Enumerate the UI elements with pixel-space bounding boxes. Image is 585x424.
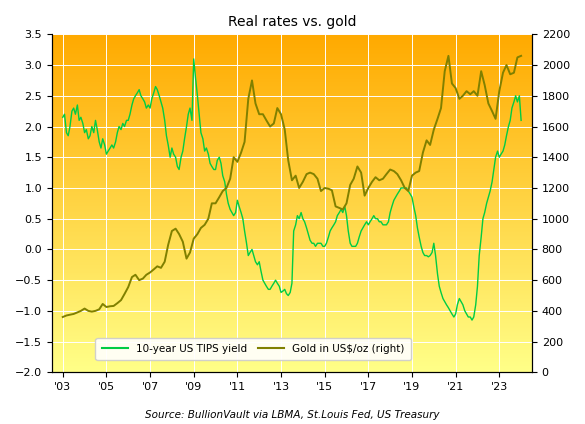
Title: Real rates vs. gold: Real rates vs. gold — [228, 15, 356, 29]
Legend: 10-year US TIPS yield, Gold in US$/oz (right): 10-year US TIPS yield, Gold in US$/oz (r… — [95, 338, 411, 360]
Text: Source: BullionVault via LBMA, St.Louis Fed, US Treasury: Source: BullionVault via LBMA, St.Louis … — [145, 410, 440, 420]
